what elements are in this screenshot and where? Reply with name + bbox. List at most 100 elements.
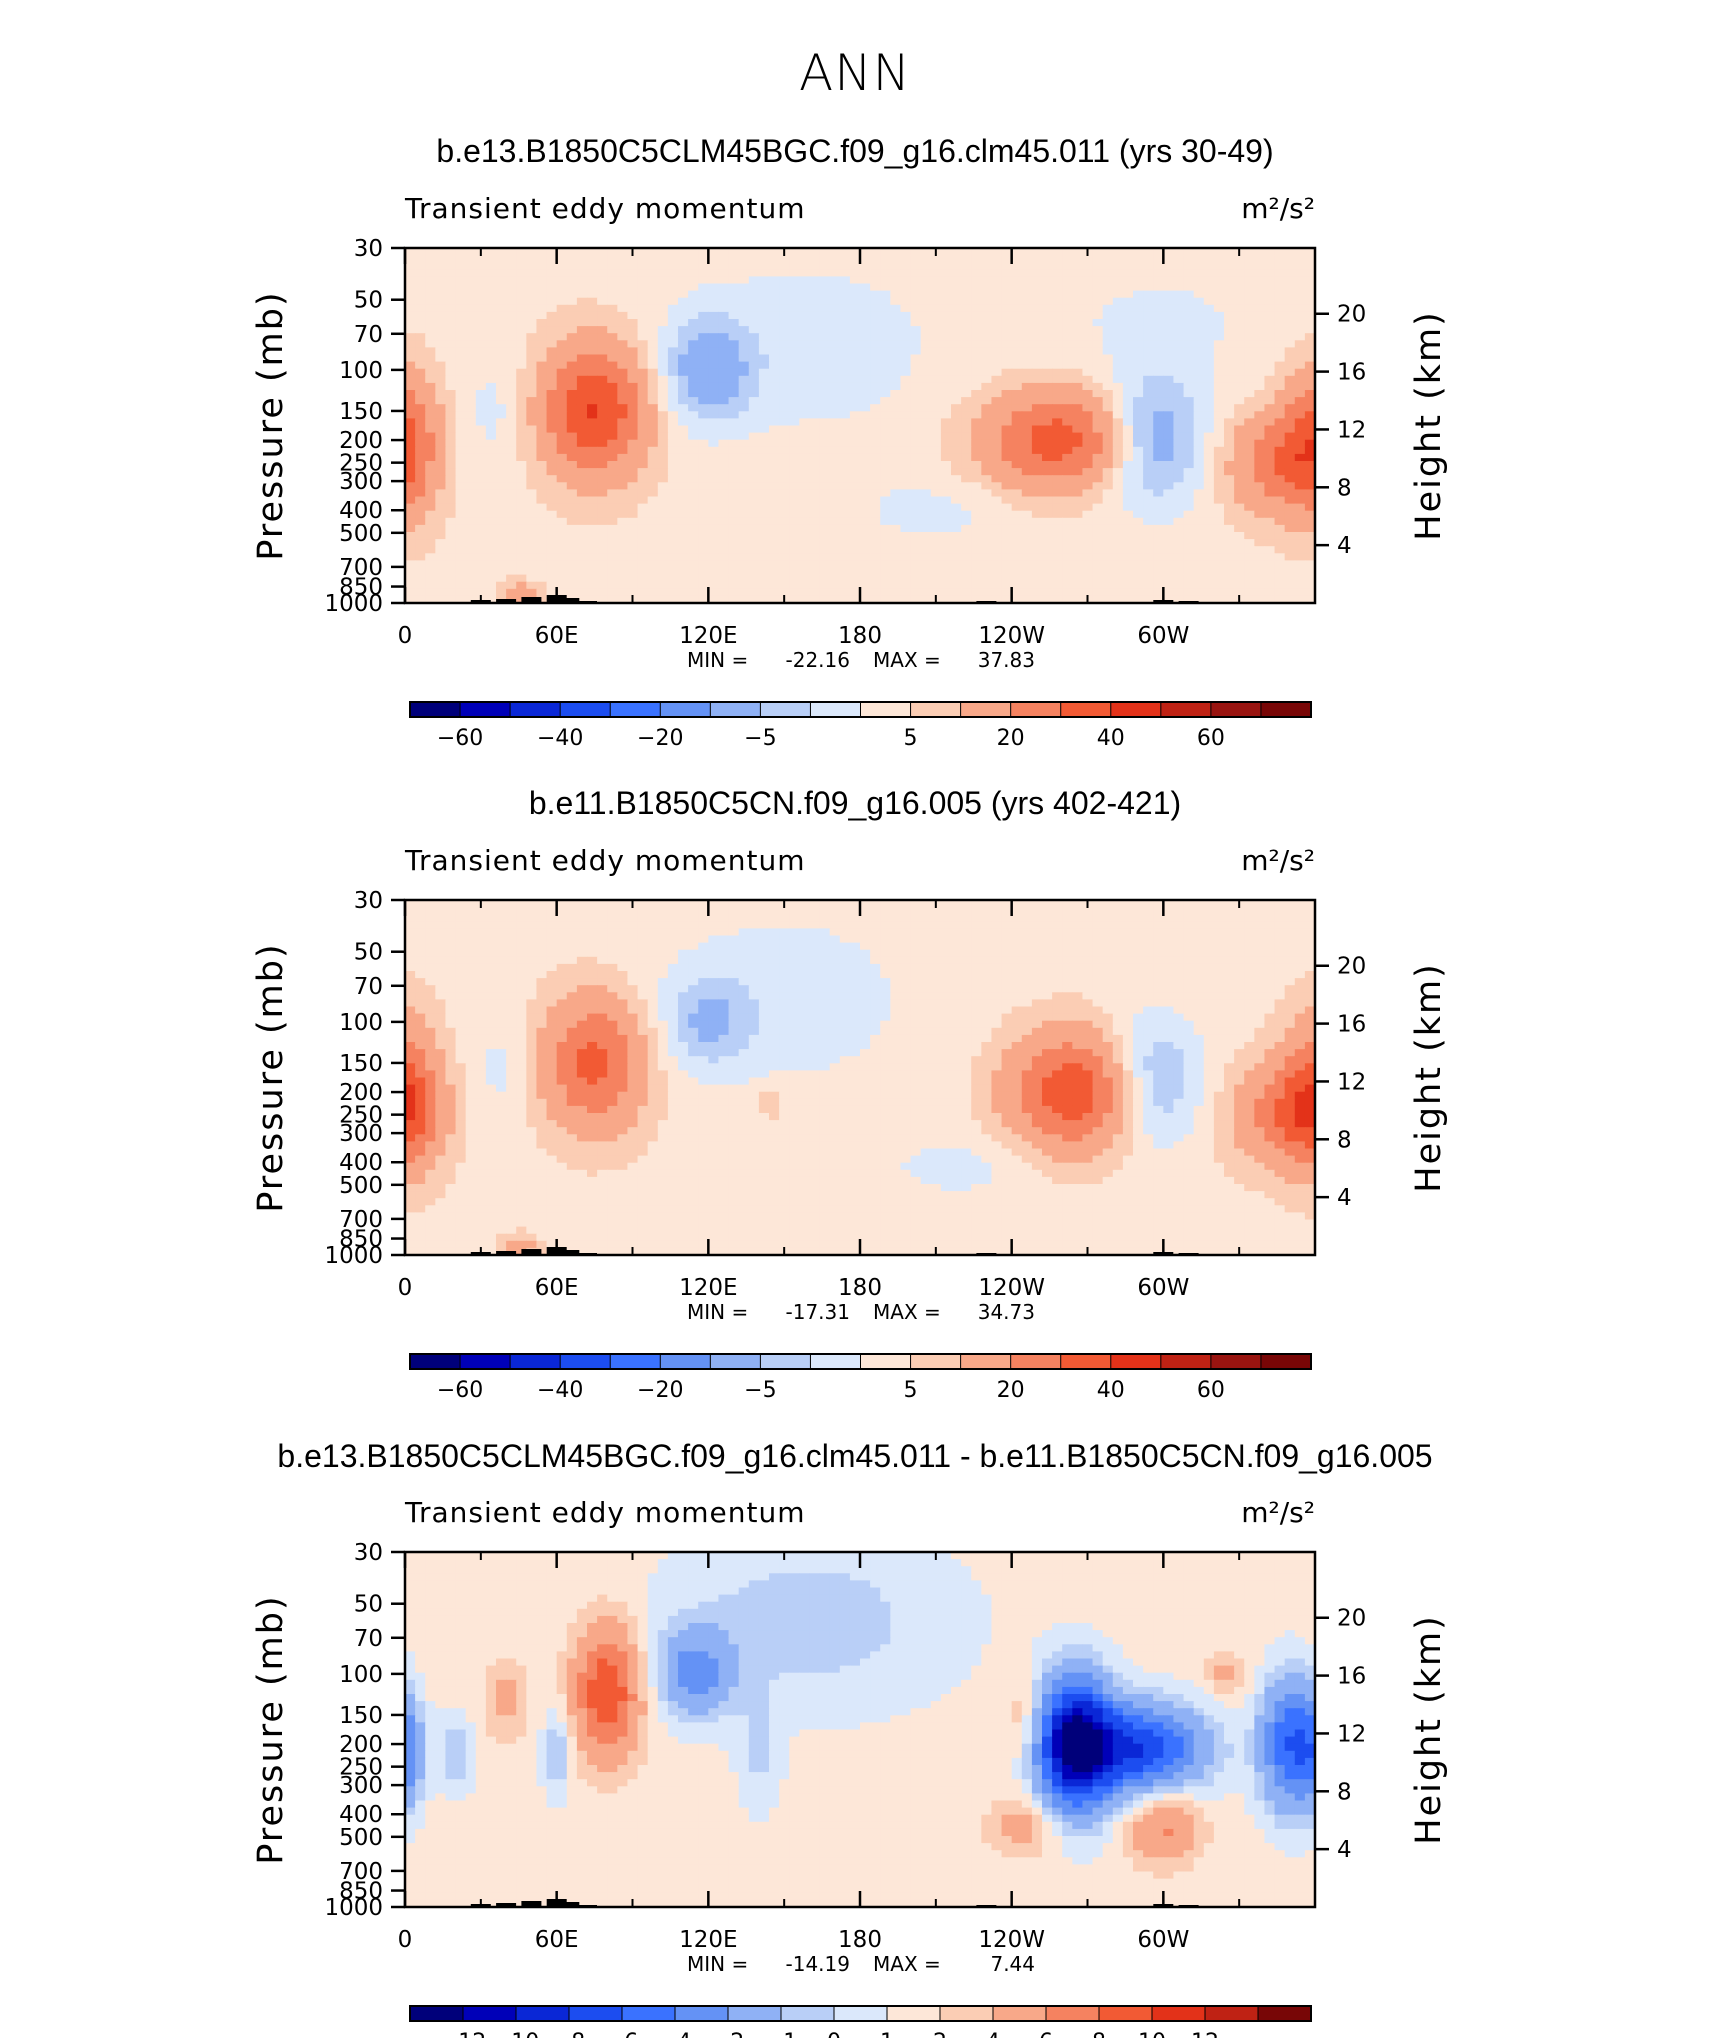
field-cell <box>880 425 891 434</box>
field-cell <box>1042 581 1053 590</box>
field-cell <box>738 900 750 908</box>
field-cell <box>769 347 780 356</box>
field-cell <box>1284 581 1296 590</box>
field-cell <box>849 404 861 412</box>
field-cell <box>930 461 942 469</box>
field-cell <box>1153 361 1164 370</box>
field-cell <box>1193 907 1205 915</box>
field-cell <box>769 432 780 441</box>
field-cell <box>587 461 598 469</box>
field-cell <box>890 553 902 561</box>
field-cell <box>738 560 750 569</box>
field-cell <box>849 255 861 263</box>
field-cell <box>536 283 548 292</box>
field-cell <box>1102 311 1114 320</box>
field-cell <box>971 468 982 476</box>
field-cell <box>1234 489 1245 498</box>
field-cell <box>708 311 720 320</box>
field-cell <box>1001 553 1013 561</box>
field-cell <box>465 907 477 915</box>
field-cell <box>951 439 962 448</box>
field-cell <box>890 524 902 533</box>
field-cell <box>425 297 436 306</box>
field-cell <box>1092 900 1104 908</box>
field-cell <box>1193 567 1205 576</box>
field-cell <box>526 446 538 455</box>
field-cell <box>637 539 649 547</box>
field-cell <box>526 453 538 462</box>
field-cell <box>425 425 436 434</box>
field-cell <box>799 340 811 348</box>
field-cell <box>405 468 416 476</box>
field-cell <box>1082 368 1094 377</box>
field-cell <box>1244 524 1255 533</box>
field-cell <box>728 546 740 554</box>
field-cell <box>799 375 811 384</box>
field-cell <box>1102 581 1114 590</box>
field-cell <box>496 553 507 561</box>
field-cell <box>1294 489 1306 498</box>
field-cell <box>1011 354 1023 363</box>
field-cell <box>667 283 679 292</box>
field-cell <box>1244 510 1255 519</box>
field-cell <box>1122 311 1134 320</box>
field-cell <box>779 375 790 384</box>
field-cell <box>930 468 942 476</box>
field-cell <box>496 290 507 299</box>
field-cell <box>930 304 942 313</box>
field-cell <box>1112 404 1124 412</box>
field-cell <box>880 311 891 320</box>
field-cell <box>1213 446 1225 455</box>
field-cell <box>1173 326 1185 334</box>
field-cell <box>435 574 447 583</box>
field-cell <box>799 297 811 306</box>
field-cell <box>860 532 871 540</box>
field-cell <box>1062 921 1073 929</box>
field-cell <box>1234 503 1245 512</box>
field-cell <box>1173 425 1185 434</box>
field-cell <box>971 354 982 363</box>
field-cell <box>647 567 659 576</box>
field-cell <box>546 425 558 434</box>
field-cell <box>1274 496 1286 505</box>
field-cell <box>597 248 608 256</box>
field-cell <box>1102 496 1114 505</box>
field-cell <box>667 354 679 363</box>
field-cell <box>789 269 800 277</box>
field-cell <box>647 319 659 327</box>
field-cell <box>930 311 942 320</box>
max-value: 37.83 <box>978 648 1035 672</box>
field-cell <box>900 560 912 569</box>
field-cell <box>1244 333 1255 341</box>
field-cell <box>536 588 548 597</box>
field-cell <box>1042 574 1053 583</box>
field-cell <box>536 468 548 476</box>
field-cell <box>910 510 922 519</box>
field-cell <box>475 326 487 334</box>
field-cell <box>597 475 608 483</box>
field-cell <box>607 453 618 462</box>
field-cell <box>576 255 588 263</box>
field-cell <box>951 432 962 441</box>
field-cell <box>657 439 669 448</box>
field-cell <box>890 496 902 505</box>
field-cell <box>688 311 699 320</box>
field-cell <box>485 553 497 561</box>
field-cell <box>1082 482 1094 490</box>
field-cell <box>880 510 891 519</box>
field-cell <box>708 340 720 348</box>
field-cell <box>789 340 800 348</box>
field-cell <box>728 397 740 405</box>
field-cell <box>991 368 1003 377</box>
field-cell <box>445 546 457 554</box>
field-cell <box>617 375 629 384</box>
field-cell <box>587 347 598 356</box>
field-cell <box>1153 475 1164 483</box>
field-cell <box>1234 276 1245 285</box>
field-cell <box>698 907 709 915</box>
field-cell <box>576 900 588 908</box>
field-cell <box>839 489 851 498</box>
field-cell <box>1042 262 1053 270</box>
field-cell <box>1153 907 1164 915</box>
field-cell <box>1001 304 1013 313</box>
